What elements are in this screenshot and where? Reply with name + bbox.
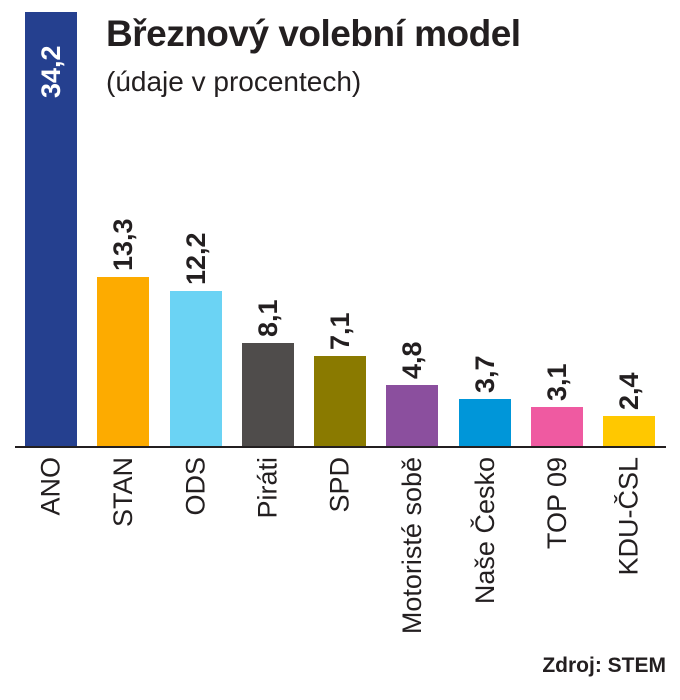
value-label-motorist-sob-: 4,8: [397, 341, 427, 379]
category-label-ano: ANO: [35, 457, 66, 516]
bar-ano: [25, 12, 77, 446]
bar-ods: [170, 291, 222, 446]
bar-pir-ti: [242, 343, 294, 446]
bar-motorist-sob-: [386, 385, 438, 446]
category-label-ods: ODS: [180, 457, 211, 516]
chart-title: Březnový volební model: [106, 13, 521, 54]
value-label-ano: 34,2: [36, 45, 66, 98]
value-label-spd: 7,1: [325, 312, 355, 350]
value-label-stan: 13,3: [108, 218, 138, 271]
source-note: Zdroj: STEM: [542, 654, 666, 677]
value-label-top-09: 3,1: [542, 363, 572, 401]
bar-na-e-esko: [459, 399, 511, 446]
category-label-top-09: TOP 09: [542, 457, 573, 550]
value-label-kdu-sl: 2,4: [614, 372, 644, 410]
category-label-motorist-sob-: Motoristé sobě: [397, 457, 428, 635]
bar-top-09: [531, 407, 583, 446]
bar-kdu-sl: [603, 416, 655, 446]
value-label-pir-ti: 8,1: [253, 299, 283, 337]
value-label-ods: 12,2: [181, 232, 211, 285]
category-label-na-e-esko: Naše Česko: [470, 457, 501, 605]
category-label-kdu-sl: KDU-ČSL: [613, 457, 644, 576]
bar-stan: [97, 277, 149, 446]
chart-subtitle: (údaje v procentech): [106, 66, 362, 97]
category-label-pir-ti: Piráti: [252, 457, 283, 519]
category-label-stan: STAN: [108, 457, 139, 528]
bar-spd: [314, 356, 366, 446]
x-axis-line: [15, 446, 666, 448]
value-label-na-e-esko: 3,7: [470, 355, 500, 393]
category-label-spd: SPD: [324, 457, 355, 513]
